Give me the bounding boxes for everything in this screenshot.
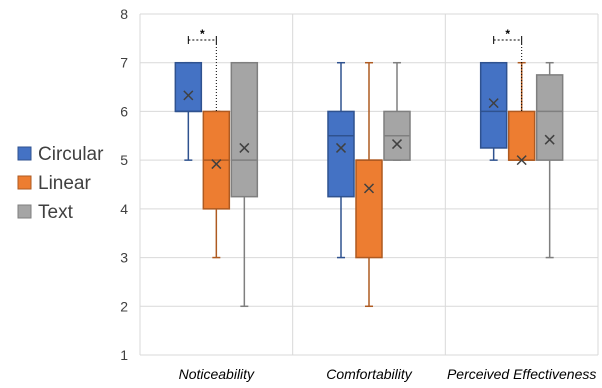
box-text-1 (383, 61, 411, 161)
category-label: Comfortability (326, 366, 413, 382)
x-category-labels: Noticeability Comfortability Perceived Eff… (179, 366, 597, 382)
legend-item-text: Text (17, 202, 74, 223)
box-iqr (355, 159, 383, 259)
mean-marker (391, 139, 403, 150)
legend-swatch (17, 204, 32, 219)
box-text-2 (535, 61, 564, 259)
significance-annotations: * * (187, 27, 523, 112)
mean-marker (183, 90, 194, 101)
ytick-label: 7 (120, 55, 128, 71)
ytick-label: 8 (120, 6, 128, 22)
significance-bracket: * (187, 27, 217, 112)
mean-marker (335, 142, 347, 153)
mean-marker (544, 134, 555, 145)
mean-marker (488, 98, 499, 109)
box-iqr (327, 110, 355, 198)
legend: Circular Linear Text (17, 144, 104, 223)
legend-label: Text (38, 202, 74, 223)
box-linear-2 (507, 61, 536, 166)
box-iqr (507, 110, 536, 161)
ytick-label: 2 (120, 298, 128, 314)
significance-star: * (200, 27, 205, 41)
y-tick-labels: 1 2 3 4 5 6 7 8 (120, 6, 128, 363)
box-circular-2 (479, 61, 508, 161)
box-iqr (174, 61, 203, 113)
box-linear-0 (202, 110, 231, 259)
category-label: Perceived Effectiveness (447, 366, 596, 382)
ytick-label: 1 (120, 347, 128, 363)
legend-item-linear: Linear (17, 173, 91, 194)
box-iqr (479, 61, 508, 149)
mean-marker (363, 183, 375, 194)
box-circular-1 (327, 61, 355, 259)
ytick-label: 3 (120, 250, 128, 266)
box-linear-1 (355, 61, 383, 308)
box-iqr (535, 74, 564, 161)
mean-marker (211, 159, 222, 170)
box-iqr (230, 61, 259, 198)
legend-label: Linear (38, 173, 91, 194)
ytick-label: 6 (120, 103, 128, 119)
significance-star: * (505, 27, 510, 41)
mean-marker (239, 142, 250, 153)
mean-marker (516, 155, 527, 166)
category-label: Noticeability (179, 366, 255, 382)
legend-swatch (17, 175, 32, 190)
significance-bracket: * (493, 27, 523, 112)
legend-swatch (17, 146, 32, 161)
legend-item-circular: Circular (17, 144, 104, 165)
ytick-label: 4 (120, 201, 128, 217)
box-layer (174, 61, 564, 308)
ytick-label: 5 (120, 152, 128, 168)
legend-label: Circular (38, 144, 104, 165)
box-text-0 (230, 61, 259, 308)
box-circular-0 (174, 61, 203, 161)
